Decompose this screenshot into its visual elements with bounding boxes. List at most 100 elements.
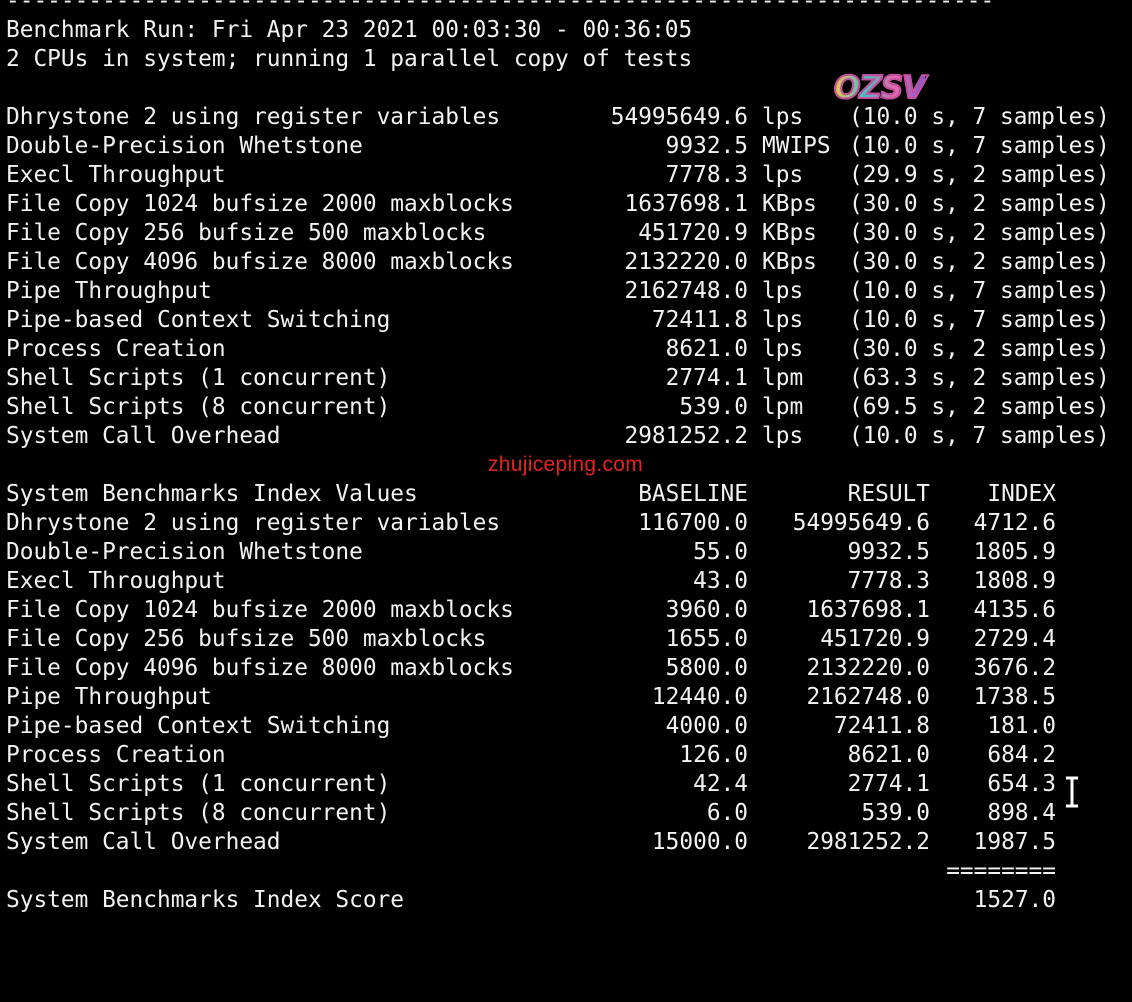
index-value: 181.0: [987, 712, 1056, 739]
result-value: 451720.9: [820, 625, 930, 652]
test-timing: (10.0 s, 7 samples): [849, 306, 1110, 333]
test-timing: (30.0 s, 2 samples): [849, 219, 1110, 246]
index-row: Pipe Throughput 12440.0 2162748.0 1738.5: [0, 683, 1132, 712]
baseline-value: 116700.0: [638, 509, 748, 536]
result-header: RESULT: [847, 480, 930, 507]
index-value: 4712.6: [973, 509, 1056, 536]
index-value: 4135.6: [973, 596, 1056, 623]
index-row: Dhrystone 2 using register variables 1167…: [0, 509, 1132, 538]
index-row: System Call Overhead 15000.0 2981252.2 1987…: [0, 828, 1132, 857]
result-value: 539.0: [861, 799, 930, 826]
result-row: File Copy 4096 bufsize 8000 maxblocks 213…: [0, 248, 1132, 277]
test-value: 451720.9: [638, 219, 748, 246]
result-row: Dhrystone 2 using register variables 5499…: [0, 103, 1132, 132]
test-value: 8621.0: [665, 335, 748, 362]
index-value: 3676.2: [973, 654, 1056, 681]
test-name: File Copy 4096 bufsize 8000 maxblocks: [6, 654, 514, 681]
test-timing: (30.0 s, 2 samples): [849, 190, 1110, 217]
baseline-value: 3960.0: [665, 596, 748, 623]
test-name: Execl Throughput: [6, 161, 226, 188]
index-value: 654.3: [987, 770, 1056, 797]
result-value: 2774.1: [847, 770, 930, 797]
index-value: 1738.5: [973, 683, 1056, 710]
test-timing: (30.0 s, 2 samples): [849, 248, 1110, 275]
score-value: 1527.0: [973, 886, 1056, 913]
baseline-value: 43.0: [693, 567, 748, 594]
result-value: 54995649.6: [792, 509, 930, 536]
result-row: System Call Overhead 2981252.2 lps (10.0 s,…: [0, 422, 1132, 451]
test-unit: MWIPS: [762, 132, 831, 159]
index-value: 898.4: [987, 799, 1056, 826]
result-row: Execl Throughput 7778.3 lps (29.9 s, 2 samp…: [0, 161, 1132, 190]
test-name: Pipe-based Context Switching: [6, 712, 391, 739]
test-unit: lps: [762, 277, 804, 304]
test-name: File Copy 1024 bufsize 2000 maxblocks: [6, 190, 514, 217]
ozsv-logo-watermark: OZSV: [833, 70, 927, 106]
test-value: 9932.5: [665, 132, 748, 159]
baseline-value: 42.4: [693, 770, 748, 797]
test-timing: (30.0 s, 2 samples): [849, 335, 1110, 362]
test-name: System Call Overhead: [6, 828, 281, 855]
result-value: 7778.3: [847, 567, 930, 594]
test-value: 1637698.1: [624, 190, 748, 217]
baseline-value: 55.0: [693, 538, 748, 565]
index-value: 1805.9: [973, 538, 1056, 565]
result-row: Shell Scripts (8 concurrent) 539.0 lpm (69.…: [0, 393, 1132, 422]
index-row: Pipe-based Context Switching 4000.0 72411.…: [0, 712, 1132, 741]
result-value: 2132220.0: [806, 654, 930, 681]
result-row: File Copy 1024 bufsize 2000 maxblocks 163…: [0, 190, 1132, 219]
test-timing: (63.3 s, 2 samples): [849, 364, 1110, 391]
test-name: File Copy 1024 bufsize 2000 maxblocks: [6, 596, 514, 623]
terminal-output: ----------------------------------------…: [0, 0, 1132, 913]
result-value: 72411.8: [833, 712, 930, 739]
baseline-value: 1655.0: [665, 625, 748, 652]
test-unit: lps: [762, 422, 804, 449]
test-value: 2162748.0: [624, 277, 748, 304]
test-name: Dhrystone 2 using register variables: [6, 103, 501, 130]
test-unit: KBps: [762, 248, 817, 275]
result-value: 8621.0: [847, 741, 930, 768]
test-timing: (10.0 s, 7 samples): [849, 422, 1110, 449]
test-unit: KBps: [762, 219, 817, 246]
index-row: File Copy 256 bufsize 500 maxblocks 1655.…: [0, 625, 1132, 654]
test-name: Dhrystone 2 using register variables: [6, 509, 501, 536]
index-value: 1808.9: [973, 567, 1056, 594]
index-value: 2729.4: [973, 625, 1056, 652]
result-row: Pipe-based Context Switching 72411.8 lps (1…: [0, 306, 1132, 335]
test-unit: lpm: [762, 364, 804, 391]
test-value: 7778.3: [665, 161, 748, 188]
result-row: Shell Scripts (1 concurrent) 2774.1 lpm (63…: [0, 364, 1132, 393]
run-line: Benchmark Run: Fri Apr 23 2021 00:03:30 …: [6, 16, 693, 43]
index-title: System Benchmarks Index Values: [6, 480, 418, 507]
baseline-value: 15000.0: [651, 828, 748, 855]
result-value: 2162748.0: [806, 683, 930, 710]
index-row: Shell Scripts (8 concurrent) 6.0 539.0 898.…: [0, 799, 1132, 828]
index-row: File Copy 1024 bufsize 2000 maxblocks 396…: [0, 596, 1132, 625]
test-name: Shell Scripts (1 concurrent): [6, 770, 391, 797]
test-value: 54995649.6: [610, 103, 748, 130]
cpu-line: 2 CPUs in system; running 1 parallel cop…: [6, 45, 693, 72]
site-watermark: zhujiceping.com: [488, 453, 644, 476]
test-value: 2132220.0: [624, 248, 748, 275]
test-name: Process Creation: [6, 741, 226, 768]
test-timing: (10.0 s, 7 samples): [849, 132, 1110, 159]
test-unit: KBps: [762, 190, 817, 217]
test-unit: lps: [762, 103, 804, 130]
text-cursor-icon: [1066, 776, 1078, 808]
test-value: 539.0: [679, 393, 748, 420]
score-label: System Benchmarks Index Score: [6, 886, 405, 913]
test-name: Pipe Throughput: [6, 683, 212, 710]
test-name: Pipe Throughput: [6, 277, 212, 304]
result-row: Process Creation 8621.0 lps (30.0 s, 2 samp…: [0, 335, 1132, 364]
test-name: File Copy 4096 bufsize 8000 maxblocks: [6, 248, 514, 275]
baseline-value: 4000.0: [665, 712, 748, 739]
test-unit: lps: [762, 335, 804, 362]
baseline-value: 126.0: [679, 741, 748, 768]
index-row: Process Creation 126.0 8621.0 684.2: [0, 741, 1132, 770]
index-row: Shell Scripts (1 concurrent) 42.4 2774.1 65…: [0, 770, 1132, 799]
index-row: Execl Throughput 43.0 7778.3 1808.9: [0, 567, 1132, 596]
test-name: Shell Scripts (8 concurrent): [6, 393, 391, 420]
index-value: 1987.5: [973, 828, 1056, 855]
test-name: Double-Precision Whetstone: [6, 132, 363, 159]
result-value: 2981252.2: [806, 828, 930, 855]
